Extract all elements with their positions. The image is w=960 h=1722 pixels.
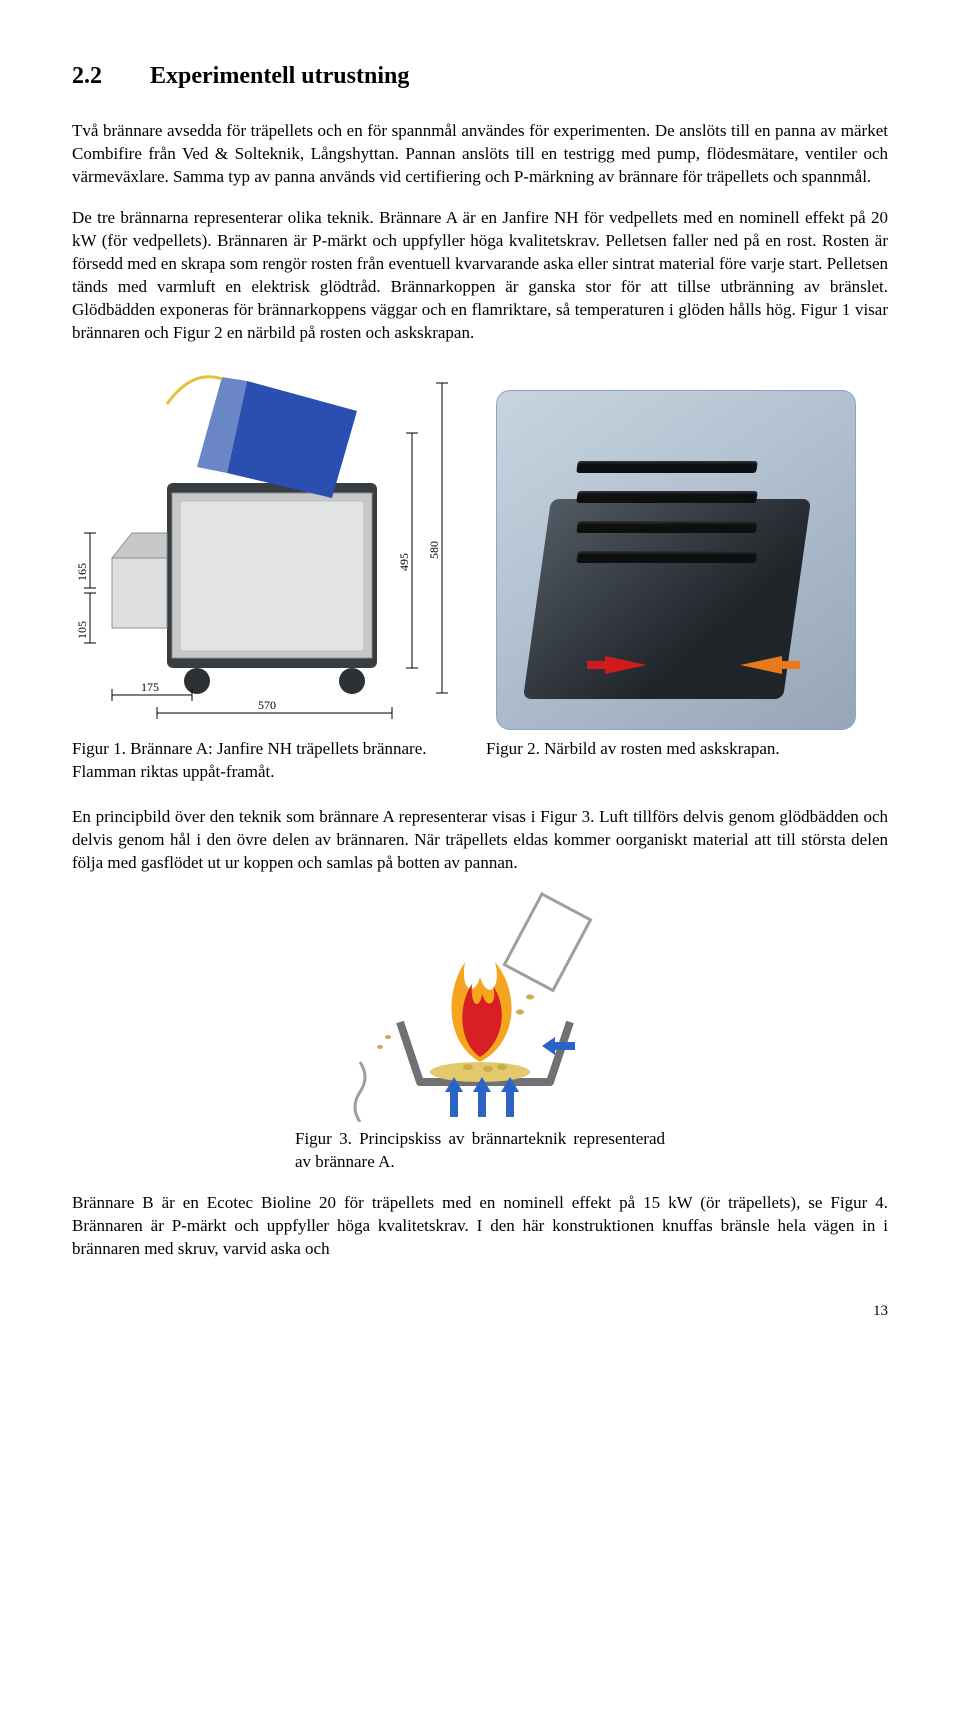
figure-1-caption: Figur 1. Brännare A: Janfire NH träpelle… xyxy=(72,738,462,784)
arrow-orange-icon xyxy=(740,656,800,674)
figure-3-caption: Figur 3. Principskiss av brännarteknik r… xyxy=(295,1128,665,1174)
dim-580: 580 xyxy=(427,541,441,559)
figure-2-image xyxy=(496,390,856,730)
section-title-text: Experimentell utrustning xyxy=(150,63,409,89)
paragraph-2: De tre brännarna representerar olika tek… xyxy=(72,207,888,345)
figure-row-1-2: 570 175 165 105 495 580 xyxy=(72,363,888,730)
figure-caption-row: Figur 1. Brännare A: Janfire NH träpelle… xyxy=(72,738,888,784)
dim-175: 175 xyxy=(141,680,159,694)
dim-165: 165 xyxy=(75,563,89,581)
paragraph-4: Brännare B är en Ecotec Bioline 20 för t… xyxy=(72,1192,888,1261)
figure-2 xyxy=(496,390,888,730)
figure-1-svg: 570 175 165 105 495 580 xyxy=(72,363,472,723)
dim-105: 105 xyxy=(75,621,89,639)
paragraph-3: En principbild över den teknik som bränn… xyxy=(72,806,888,875)
section-heading: 2.2 Experimentell utrustning xyxy=(72,60,888,92)
figure-3 xyxy=(72,892,888,1122)
section-number: 2.2 xyxy=(72,60,144,92)
paragraph-1: Två brännare avsedda för träpellets och … xyxy=(72,120,888,189)
figure-1: 570 175 165 105 495 580 xyxy=(72,363,472,730)
dim-495: 495 xyxy=(397,553,411,571)
arrow-red-icon xyxy=(587,656,647,674)
figure-3-svg xyxy=(330,892,630,1122)
page-number: 13 xyxy=(72,1301,888,1321)
dim-570: 570 xyxy=(258,698,276,712)
figure-2-caption: Figur 2. Närbild av rosten med askskrapa… xyxy=(486,738,888,784)
